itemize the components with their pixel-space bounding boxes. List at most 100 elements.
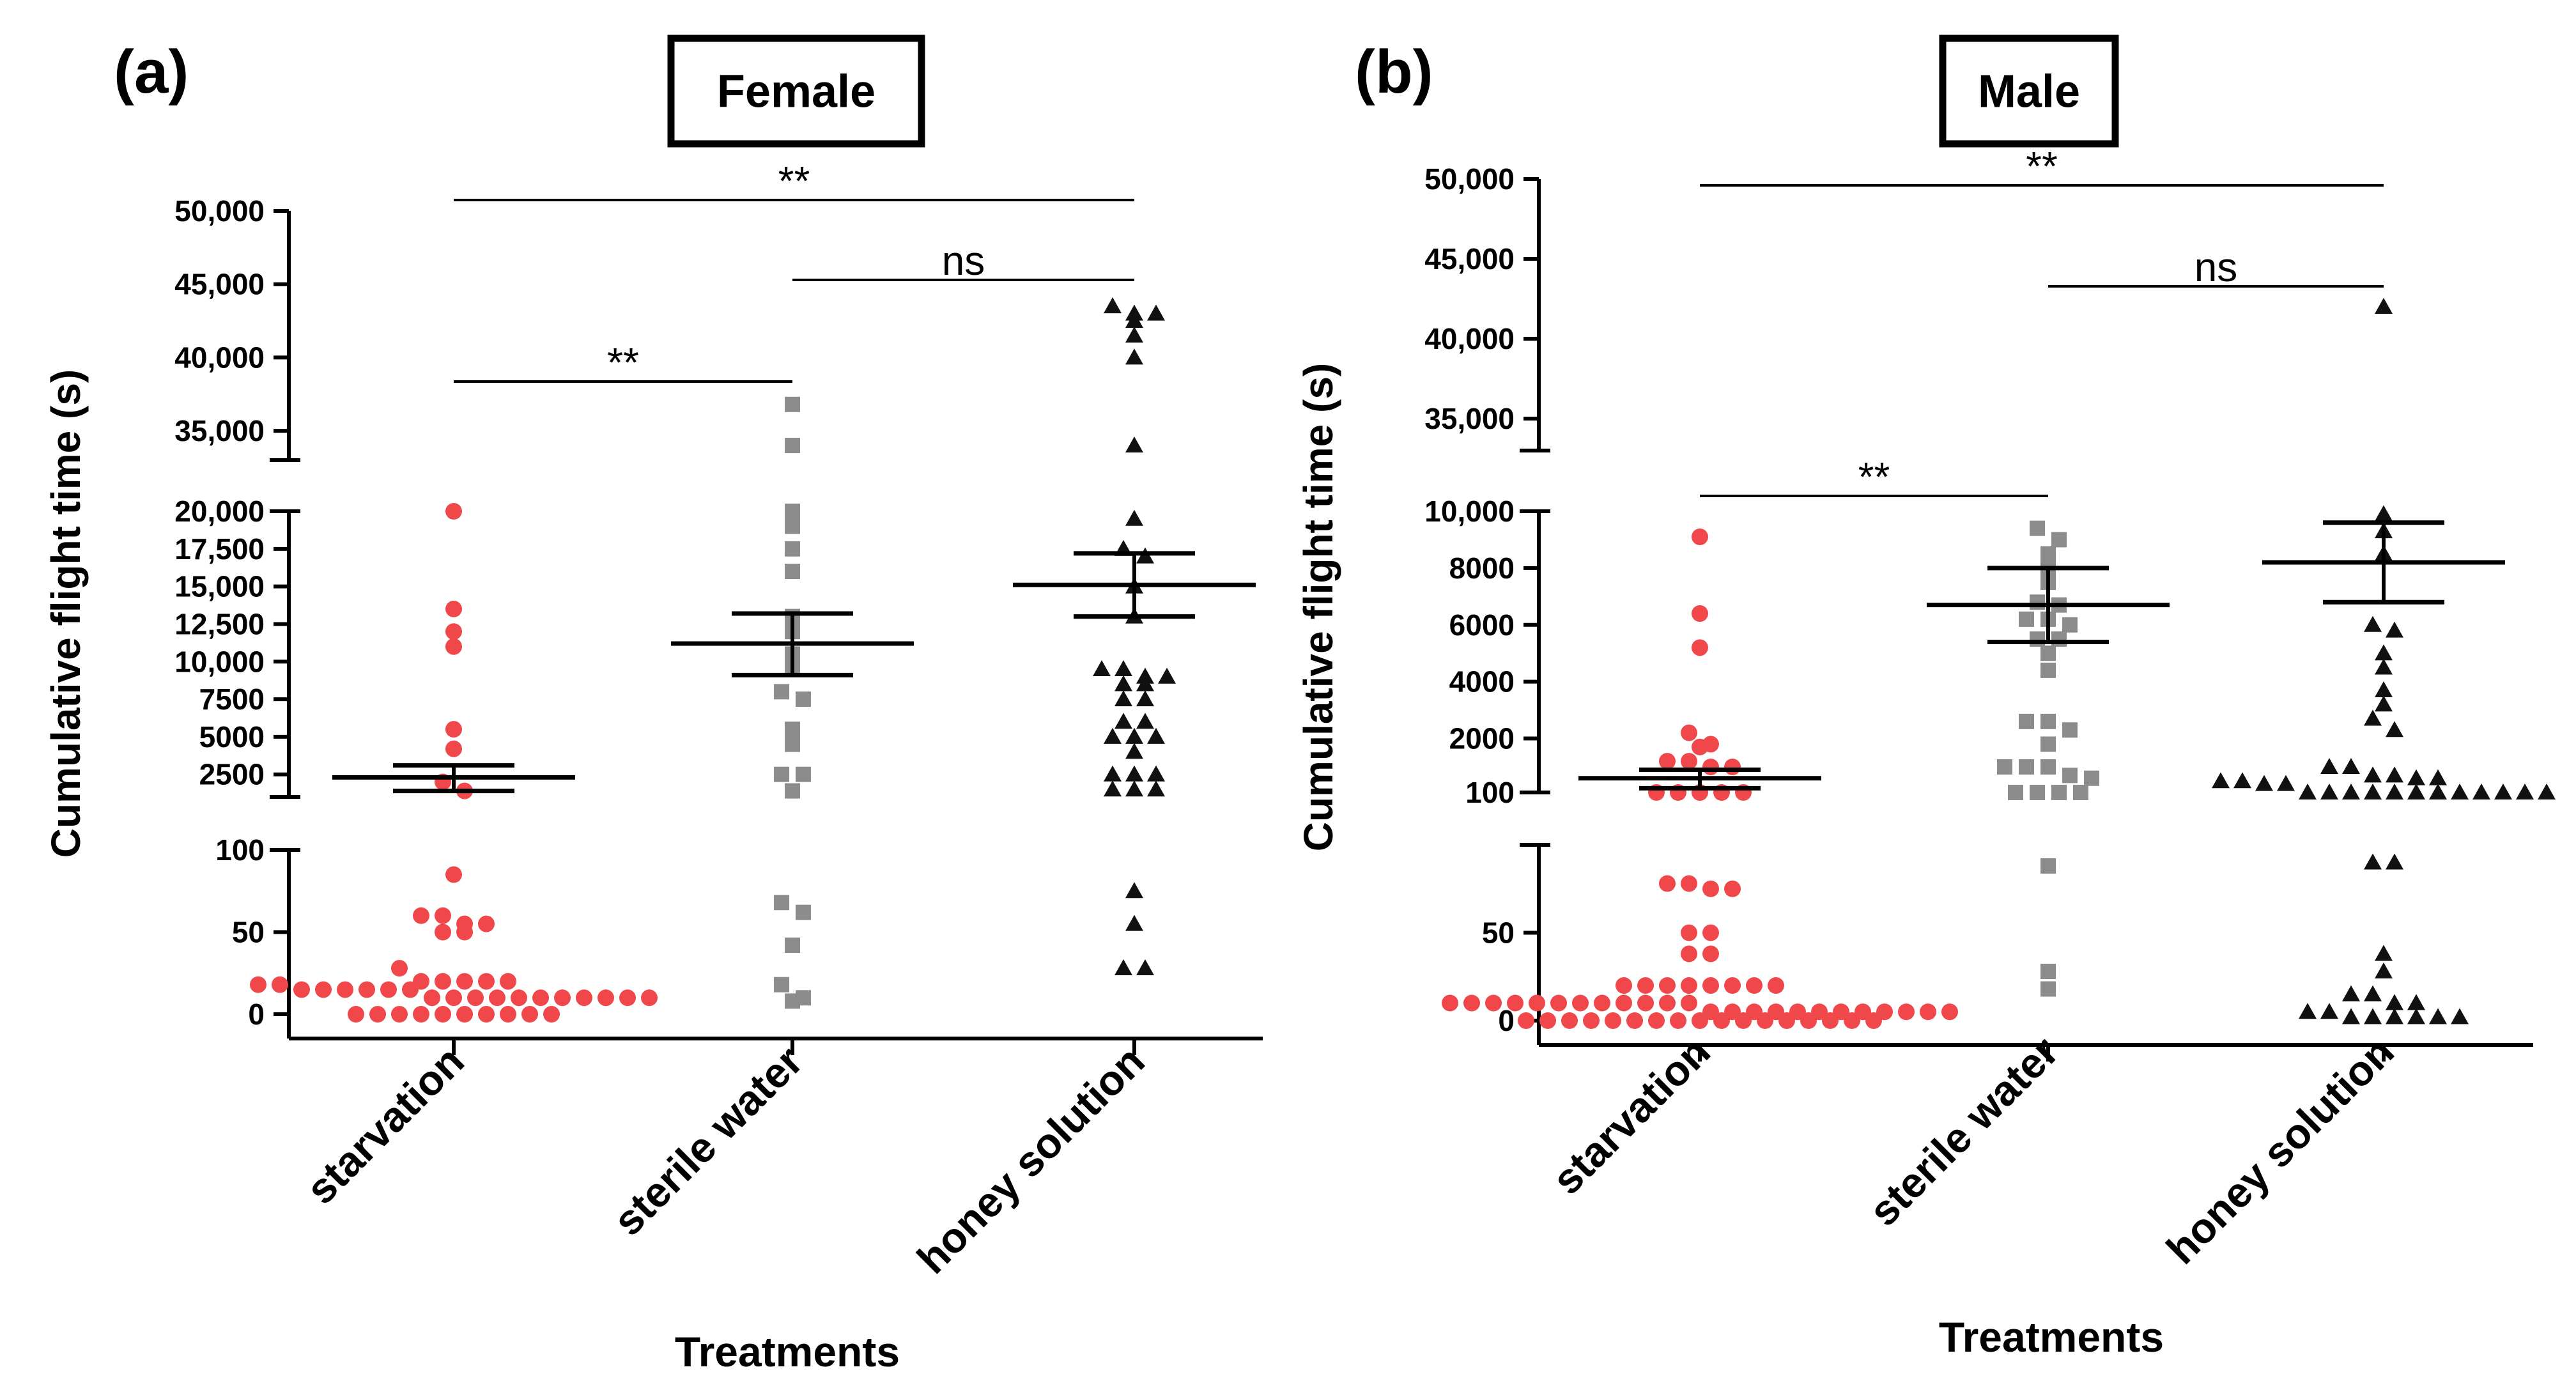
x-axis-title: Treatments <box>1939 1313 2164 1361</box>
data-point <box>500 1006 516 1023</box>
data-point <box>2429 1008 2447 1024</box>
data-point <box>2040 713 2056 729</box>
data-point <box>1898 1003 1915 1021</box>
data-point <box>1768 977 1784 994</box>
data-point <box>1114 959 1132 976</box>
data-point <box>369 1006 386 1023</box>
data-point <box>1702 759 1719 775</box>
data-point <box>2277 775 2295 791</box>
data-point <box>1616 977 1632 994</box>
data-point <box>337 981 353 998</box>
y-tick-label: 17,500 <box>174 532 265 566</box>
data-point <box>2342 985 2360 1001</box>
data-point <box>1920 1003 1936 1021</box>
data-point <box>315 981 332 998</box>
data-point <box>1594 994 1610 1012</box>
data-point <box>2342 784 2360 799</box>
data-point <box>2451 784 2469 799</box>
data-point <box>1702 880 1719 897</box>
data-point <box>1147 304 1165 321</box>
data-point <box>445 600 462 617</box>
x-tick-label: honey solution <box>2157 1028 2403 1273</box>
y-axis: 0 50 100 2500 5000 7500 10,000 12,500 15,000 17,5… <box>174 194 300 1031</box>
data-point <box>2364 1008 2382 1024</box>
data-point <box>1507 994 1523 1012</box>
data-point <box>2342 1008 2360 1024</box>
data-point <box>500 973 516 990</box>
significance-label: ** <box>778 158 810 204</box>
y-tick-label: 45,000 <box>1424 242 1515 275</box>
y-axis-title: Cumulative flight time (s) <box>1295 363 1341 852</box>
data-point <box>2407 1008 2425 1024</box>
data-point <box>1724 880 1741 897</box>
data-point <box>1561 1012 1578 1029</box>
data-point <box>1648 1012 1665 1029</box>
data-point <box>413 907 429 924</box>
data-point <box>2386 766 2403 783</box>
data-point <box>2030 631 2045 647</box>
y-tick-label: 40,000 <box>1424 322 1515 355</box>
data-point <box>1702 924 1719 941</box>
data-point <box>2451 1008 2469 1024</box>
y-axis-title: Cumulative flight time (s) <box>43 369 89 858</box>
data-point <box>785 396 800 412</box>
data-point <box>1104 765 1122 782</box>
data-point <box>785 541 800 557</box>
y-tick-label: 10,000 <box>1424 495 1515 528</box>
y-tick-label: 5000 <box>199 720 265 753</box>
data-point <box>445 989 462 1007</box>
data-point <box>2030 594 2045 610</box>
data-point <box>1735 1012 1752 1029</box>
data-point <box>1114 675 1132 691</box>
data-point <box>2051 785 2067 800</box>
data-point <box>1681 994 1697 1012</box>
data-point <box>1583 1012 1600 1029</box>
data-point <box>1125 765 1143 782</box>
female-panel: (a) Female 0 50 100 2500 5000 7500 10,000 12,500 1… <box>43 35 1263 1375</box>
data-point <box>1713 1012 1730 1029</box>
data-point <box>619 989 636 1007</box>
data-point <box>2040 662 2056 678</box>
data-point <box>2375 298 2393 314</box>
data-point <box>1125 509 1143 526</box>
data-point <box>1659 875 1676 892</box>
data-point <box>1093 660 1111 677</box>
data-point <box>293 981 310 998</box>
data-point <box>1746 977 1762 994</box>
data-point <box>1605 1012 1621 1029</box>
data-point <box>785 783 800 799</box>
y-tick-label: 7500 <box>199 683 265 716</box>
data-point <box>785 993 800 1009</box>
significance-label: ** <box>1858 454 1890 500</box>
data-point <box>402 981 419 998</box>
data-point <box>2320 784 2338 799</box>
data-point <box>1125 743 1143 759</box>
x-tick-label: starvation <box>1543 1028 1719 1203</box>
data-point <box>467 989 484 1007</box>
data-point <box>348 1006 364 1023</box>
data-point <box>1659 753 1676 770</box>
data-point <box>1681 875 1697 892</box>
data-point <box>1125 727 1143 744</box>
y-tick-label: 100 <box>215 833 265 867</box>
data-point <box>2407 994 2425 1010</box>
data-point <box>445 866 462 883</box>
data-point <box>1659 994 1676 1012</box>
data-point <box>1692 605 1708 622</box>
data-point <box>2472 784 2490 799</box>
data-point <box>1572 994 1589 1012</box>
data-point <box>2364 784 2382 799</box>
data-point <box>435 1006 451 1023</box>
data-point <box>1104 297 1122 314</box>
x-tick-label: sterile water <box>604 1037 812 1245</box>
data-point <box>774 977 789 992</box>
data-point <box>1550 994 1567 1012</box>
data-point <box>2375 962 2393 978</box>
data-point <box>2342 758 2360 774</box>
data-point <box>489 989 505 1007</box>
significance-label: ** <box>2026 143 2058 189</box>
data-point <box>1724 977 1741 994</box>
x-axis-title: Treatments <box>675 1328 900 1375</box>
y-tick-label: 100 <box>1465 776 1515 809</box>
data-point <box>391 960 408 977</box>
